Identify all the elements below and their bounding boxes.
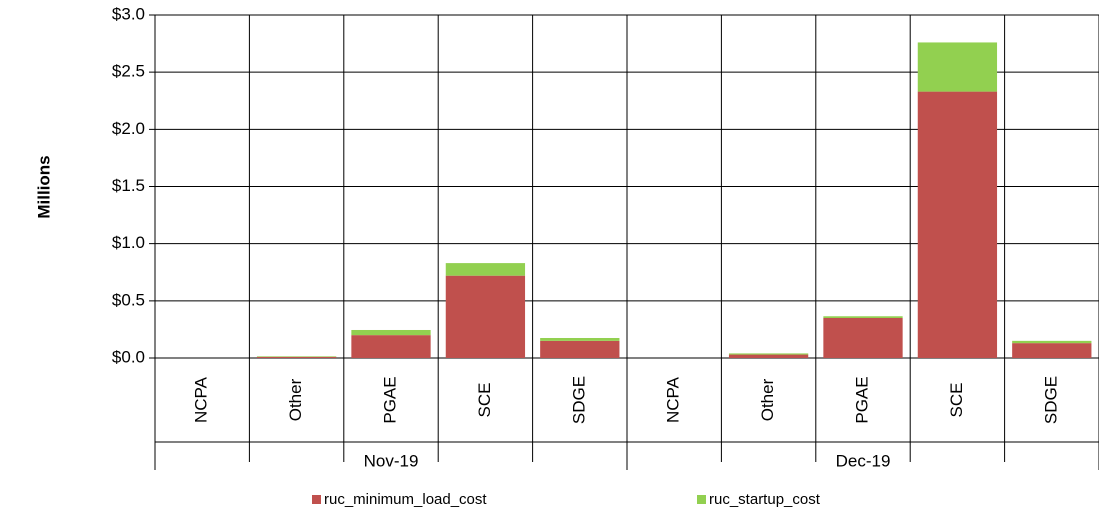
bar-segment	[540, 340, 620, 358]
bar-segment	[445, 263, 526, 276]
legend-label: ruc_minimum_load_cost	[324, 491, 487, 508]
x-tick-label: SCE	[947, 383, 966, 418]
bar-segment	[1012, 340, 1092, 344]
bar-segment	[728, 353, 809, 355]
bar-segment	[445, 275, 526, 358]
bar-segment	[256, 356, 337, 357]
y-tick-label: $3.0	[112, 4, 145, 23]
bar-segment	[540, 337, 620, 341]
x-tick-label: NCPA	[664, 376, 683, 423]
x-tick-label: PGAE	[852, 376, 871, 423]
group-label: Dec-19	[836, 451, 891, 470]
x-tick-label: Other	[758, 378, 777, 421]
y-tick-label: $2.0	[112, 119, 145, 138]
x-tick-label: NCPA	[192, 376, 211, 423]
x-tick-label: SDGE	[1041, 376, 1060, 424]
y-tick-label: $2.5	[112, 62, 145, 81]
bar-segment	[256, 356, 337, 358]
bar-segment	[917, 91, 998, 358]
group-label: Nov-19	[364, 451, 419, 470]
legend-swatch	[312, 495, 321, 504]
y-tick-label: $1.5	[112, 176, 145, 195]
y-axis-label: Millions	[34, 155, 53, 218]
y-tick-label: $0.0	[112, 347, 145, 366]
legend-swatch	[697, 495, 706, 504]
x-tick-label: SDGE	[569, 376, 588, 424]
x-tick-label: SCE	[475, 383, 494, 418]
y-tick-label: $1.0	[112, 233, 145, 252]
bar-segment	[351, 335, 431, 358]
bar-segment	[823, 316, 903, 318]
bar-segment	[728, 354, 809, 358]
bar-segment	[917, 42, 998, 92]
x-tick-label: Other	[286, 378, 305, 421]
bar-segment	[351, 329, 431, 336]
x-tick-label: PGAE	[380, 376, 399, 423]
legend-label: ruc_startup_cost	[709, 491, 821, 508]
bar-segment	[1012, 343, 1092, 358]
y-tick-label: $0.5	[112, 290, 145, 309]
bar-segment	[823, 317, 903, 358]
